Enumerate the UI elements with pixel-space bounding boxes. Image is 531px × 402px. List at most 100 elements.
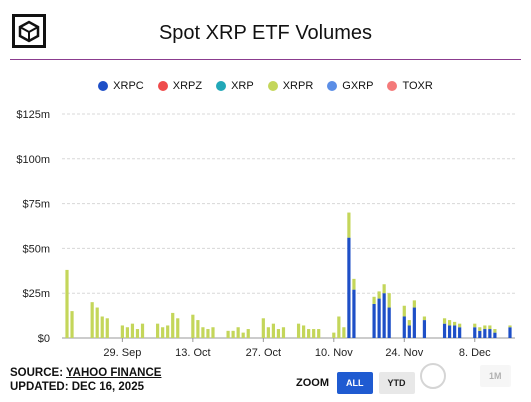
bar-segment-xrpc (493, 332, 497, 338)
legend-label: XRPZ (172, 80, 203, 92)
bar-segment-xrpr (211, 327, 215, 338)
bar-segment-xrpc (422, 320, 427, 338)
y-tick-label: $100m (16, 154, 50, 166)
bar-segment-xrpc (372, 303, 376, 338)
x-tick-label: 27. Oct (246, 347, 281, 359)
bar-segment-xrpr (478, 327, 482, 331)
bar-segment-xrpc (407, 325, 411, 338)
bar-segment-xrpr (407, 320, 411, 326)
zoom-all-button[interactable]: ALL (337, 372, 373, 394)
source-prefix: SOURCE: (10, 367, 67, 379)
bar-segment-xrpr (201, 327, 205, 338)
bar-segment-xrpr (458, 323, 462, 328)
bar-segment-xrpc (478, 330, 482, 338)
bar-segment-xrpr (105, 318, 109, 338)
bar-segment-xrpr (312, 329, 316, 338)
updated-date: UPDATED: DEC 16, 2025 (10, 381, 144, 393)
zoom-controls: ZOOM ALL YTD (296, 372, 415, 394)
legend-label: XRPR (282, 80, 314, 92)
stacked-bar-chart: $0 $25m $50m $75m $100m $125m 29. Sep 13. Oct 27… (16, 109, 515, 359)
bar-segment-xrpr (508, 325, 512, 328)
bar-segment-xrpr (302, 325, 306, 338)
source-link[interactable]: YAHOO FINANCE (66, 367, 162, 379)
bar-segment-xrpc (387, 307, 391, 338)
legend-item-gxrp[interactable]: GXRP (327, 80, 373, 92)
bar-segment-xrpr (156, 323, 160, 338)
bar-segment-xrpr (473, 323, 477, 328)
bar-segment-xrpr (171, 312, 175, 338)
bar-segment-xrpr (246, 329, 250, 338)
bar-segment-xrpr (140, 323, 145, 338)
bar-segment-xrpr (488, 325, 492, 330)
bar-segment-xrpc (382, 293, 386, 338)
bar-segment-xrpr (372, 296, 376, 304)
y-tick-label: $25m (22, 288, 50, 300)
zoom-label: ZOOM (296, 377, 329, 389)
x-tick-label: 8. Dec (459, 347, 491, 359)
bar-segment-xrpr (90, 302, 94, 338)
watermark-logo: 1M (420, 362, 520, 390)
bar-segment-xrpr (483, 325, 487, 330)
bar-segment-xrpr (347, 212, 351, 238)
zoom-ytd-button[interactable]: YTD (378, 372, 415, 394)
bar-segment-xrpr (281, 327, 286, 338)
legend-item-xrp[interactable]: XRP (216, 80, 254, 92)
chart-title: Spot XRP ETF Volumes (158, 22, 373, 44)
bar-segment-xrpr (271, 323, 275, 338)
bar-segment-xrpc (508, 327, 512, 338)
bar-segment-xrpr (130, 323, 135, 338)
bar-segment-xrpr (307, 329, 311, 338)
bar-segment-xrpc (458, 327, 462, 338)
legend-swatch-icon (216, 81, 227, 91)
bar-segment-xrpr (377, 291, 381, 299)
bar-segment-xrpr (387, 293, 391, 308)
legend-item-toxr[interactable]: TOXR (387, 80, 433, 92)
chart-legend: XRPC XRPZ XRP XRPR GXRP TOXR (0, 80, 531, 92)
x-tick-label: 10. Nov (315, 347, 353, 359)
legend-swatch-icon (387, 81, 398, 91)
bar-segment-xrpr (442, 318, 447, 324)
bar-segment-xrpc (412, 307, 416, 338)
bar-segment-xrpr (70, 311, 74, 338)
bar-segment-xrpr (191, 314, 195, 338)
bar-segment-xrpr (276, 329, 281, 338)
x-tick-label: 13. Oct (175, 347, 210, 359)
bar-segment-xrpr (402, 305, 406, 317)
bar-segment-xrpr (412, 300, 416, 308)
chart-footer: SOURCE: YAHOO FINANCE UPDATED: DEC 16, 2… (10, 366, 161, 394)
bar-segment-xrpr (332, 332, 336, 338)
bar-segment-xrpr (241, 332, 245, 338)
brand-logo-icon (12, 14, 46, 48)
legend-item-xrpc[interactable]: XRPC (98, 80, 144, 92)
y-tick-label: $75m (22, 199, 50, 211)
legend-swatch-icon (98, 81, 109, 91)
bar-segment-xrpr (382, 284, 386, 294)
legend-label: XRPC (113, 80, 144, 92)
bar-segment-xrpr (422, 316, 427, 321)
bar-segment-xrpr (493, 329, 497, 333)
bar-segment-xrpc (473, 327, 477, 338)
bar-segment-xrpr (317, 329, 321, 338)
bar-segment-xrpr (95, 307, 99, 338)
y-tick-label: $125m (16, 109, 50, 121)
zoom-1m-button[interactable]: 1M (480, 365, 511, 387)
bar-segment-xrpr (231, 330, 235, 338)
bar-segment-xrpr (176, 318, 180, 338)
y-tick-label: $50m (22, 243, 50, 255)
bar-segment-xrpr (100, 316, 104, 338)
bar-segment-xrpr (453, 321, 457, 326)
bar-segment-xrpc (402, 316, 406, 338)
legend-swatch-icon (327, 81, 338, 91)
bar-segment-xrpc (447, 325, 452, 338)
bar-segment-xrpr (342, 327, 346, 338)
watermark-circle-icon (420, 363, 446, 389)
bar-segment-xrpr (226, 330, 230, 338)
legend-item-xrpz[interactable]: XRPZ (157, 80, 203, 92)
legend-label: GXRP (342, 80, 374, 92)
bar-segment-xrpr (447, 320, 452, 326)
legend-label: XRP (231, 80, 254, 92)
bar-segment-xrpr (352, 278, 356, 290)
legend-item-xrpr[interactable]: XRPR (267, 80, 314, 92)
legend-swatch-icon (267, 81, 278, 91)
bar-segment-xrpr (135, 329, 140, 338)
